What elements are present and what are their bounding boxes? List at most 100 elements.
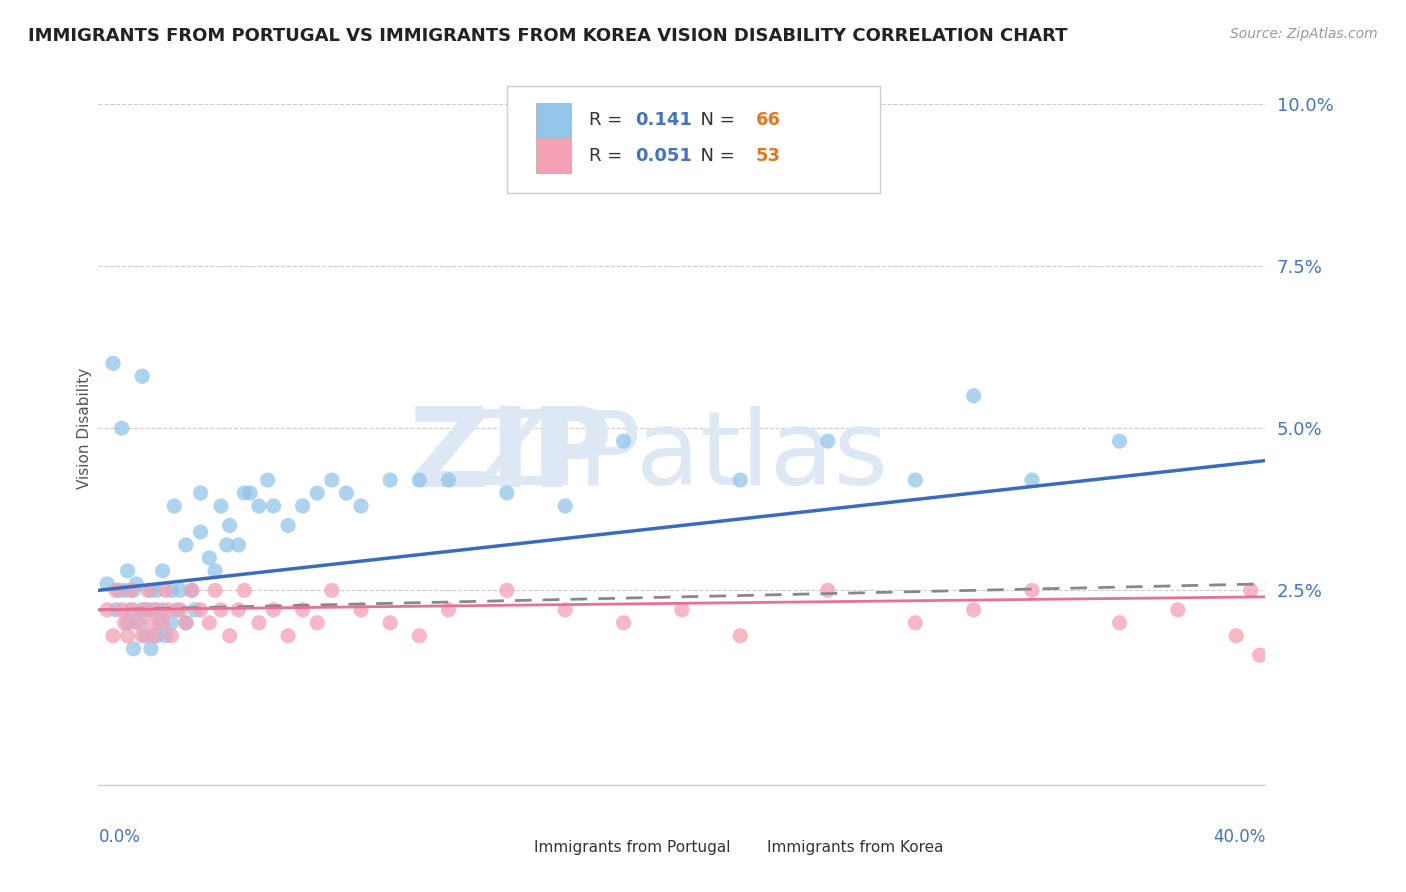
Point [204, 564, 226, 578]
Point [117, 629, 139, 643]
Point [120, 603, 142, 617]
Point [204, 583, 226, 598]
Text: 66: 66 [755, 111, 780, 128]
Point [125, 615, 148, 630]
Point [1225, 629, 1247, 643]
Point [104, 583, 127, 598]
Point [321, 473, 343, 487]
Point [155, 629, 177, 643]
Point [117, 615, 139, 630]
Text: 0.141: 0.141 [636, 111, 692, 128]
FancyBboxPatch shape [508, 86, 880, 193]
Point [139, 583, 162, 598]
Point [1021, 473, 1043, 487]
Point [209, 603, 232, 617]
Point [671, 603, 693, 617]
Point [146, 603, 169, 617]
Point [730, 473, 752, 487]
Point [163, 499, 186, 513]
Point [321, 583, 343, 598]
Point [1108, 615, 1130, 630]
Point [174, 538, 197, 552]
Point [380, 473, 402, 487]
Point [209, 499, 232, 513]
Point [101, 356, 124, 370]
Point [146, 629, 169, 643]
Point [120, 583, 142, 598]
Point [904, 615, 927, 630]
Point [180, 583, 202, 598]
Point [335, 486, 357, 500]
Point [233, 486, 256, 500]
Point [155, 583, 177, 598]
Text: N =: N = [689, 146, 741, 164]
Point [183, 603, 205, 617]
Text: R =: R = [589, 146, 627, 164]
Point [730, 629, 752, 643]
Point [104, 603, 127, 617]
Text: ZIP: ZIP [409, 403, 612, 510]
Point [228, 603, 250, 617]
Point [962, 389, 984, 403]
Point [149, 615, 172, 630]
Point [307, 486, 329, 500]
Text: Immigrants from Korea: Immigrants from Korea [768, 840, 943, 855]
Point [408, 473, 430, 487]
Text: 0.051: 0.051 [636, 146, 692, 164]
Point [111, 421, 134, 435]
FancyBboxPatch shape [741, 840, 755, 856]
Point [554, 603, 576, 617]
Point [134, 603, 156, 617]
Text: IMMIGRANTS FROM PORTUGAL VS IMMIGRANTS FROM KOREA VISION DISABILITY CORRELATION : IMMIGRANTS FROM PORTUGAL VS IMMIGRANTS F… [28, 27, 1067, 45]
Point [131, 629, 153, 643]
Point [139, 615, 162, 630]
Point [160, 629, 183, 643]
Point [1249, 648, 1271, 663]
Point [291, 603, 314, 617]
Point [350, 603, 373, 617]
Point [96, 603, 118, 617]
Point [190, 486, 212, 500]
Point [122, 641, 145, 656]
Point [157, 603, 180, 617]
Point [1240, 583, 1263, 598]
Point [117, 564, 139, 578]
Point [131, 369, 153, 384]
Point [554, 499, 576, 513]
Point [152, 615, 174, 630]
Point [247, 499, 270, 513]
Point [108, 583, 131, 598]
Point [612, 434, 634, 449]
Point [262, 603, 284, 617]
Point [817, 434, 839, 449]
Point [350, 499, 373, 513]
Point [277, 629, 299, 643]
Point [136, 603, 159, 617]
Point [612, 615, 634, 630]
Point [160, 583, 183, 598]
Point [174, 615, 197, 630]
Text: 53: 53 [755, 146, 780, 164]
Text: Immigrants from Portugal: Immigrants from Portugal [534, 840, 731, 855]
Text: ZIPatlas: ZIPatlas [612, 403, 1052, 510]
Point [198, 615, 221, 630]
Point [262, 499, 284, 513]
Point [111, 603, 134, 617]
Point [247, 615, 270, 630]
Point [198, 550, 221, 565]
Point [174, 615, 197, 630]
Point [277, 518, 299, 533]
Point [96, 577, 118, 591]
Point [122, 583, 145, 598]
Text: ZIPatlas: ZIPatlas [477, 406, 887, 508]
Point [239, 486, 262, 500]
Point [131, 603, 153, 617]
FancyBboxPatch shape [508, 840, 522, 856]
Point [437, 603, 460, 617]
Point [136, 583, 159, 598]
Text: 0.0%: 0.0% [98, 828, 141, 846]
Point [1108, 434, 1130, 449]
Point [190, 524, 212, 539]
Point [496, 583, 519, 598]
Point [291, 499, 314, 513]
